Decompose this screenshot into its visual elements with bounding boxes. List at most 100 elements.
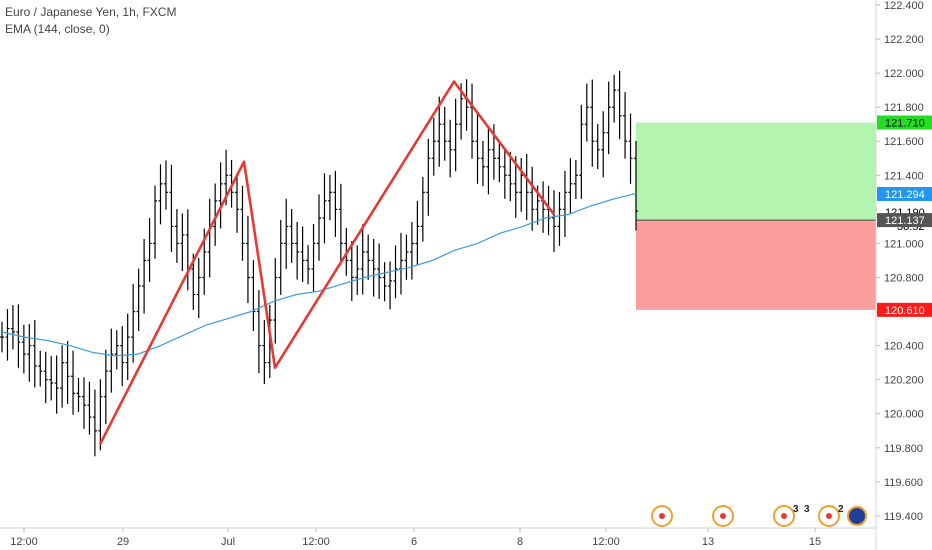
symbol-title: Euro / Japanese Yen, 1h, FXCM — [5, 5, 177, 19]
time-tick-label: 15 — [809, 536, 821, 548]
ohlc-bar — [524, 153, 529, 220]
ohlc-bar — [453, 98, 458, 172]
ohlc-bar — [240, 185, 245, 261]
ohlc-bar — [420, 177, 425, 242]
ohlc-bar — [415, 200, 420, 265]
entry-tag-text: 121.137 — [885, 215, 925, 227]
ohlc-bar — [180, 213, 185, 272]
ohlc-bar — [71, 350, 76, 415]
ohlc-bar — [606, 81, 611, 155]
ohlc-bar — [27, 324, 32, 382]
price-tick-label: 121.800 — [884, 102, 924, 114]
ohlc-bar — [595, 123, 600, 170]
ohlc-bar — [628, 113, 633, 184]
price-tick-label: 119.800 — [884, 443, 923, 455]
ohlc-bar — [125, 313, 130, 381]
stop-loss-tag-text: 120.610 — [885, 305, 925, 317]
ohlc-bar — [114, 330, 119, 370]
ohlc-bar — [120, 326, 125, 387]
stop-loss-tag: 120.610 — [877, 302, 932, 317]
ema-tag-text: 121.294 — [885, 189, 925, 201]
ohlc-bar — [349, 241, 354, 301]
ohlc-bar — [617, 70, 622, 140]
event-badge — [818, 505, 840, 527]
ohlc-bar — [398, 232, 403, 295]
time-tick-label: 12:00 — [302, 536, 330, 548]
time-axis[interactable]: 12:00 29 Jul 12:00 6 8 12:00 13 15 — [10, 528, 821, 548]
event-badge-dot — [720, 513, 726, 519]
ohlc-bar — [584, 83, 589, 142]
take-profit-tag-text: 121.710 — [885, 118, 925, 130]
ohlc-bar — [163, 160, 168, 210]
ohlc-bar — [333, 170, 338, 237]
entry-tag-bg — [877, 213, 932, 228]
ohlc-bar — [81, 377, 86, 429]
ohlc-bar — [322, 173, 327, 244]
ohlc-bar — [103, 349, 108, 425]
ohlc-bar — [426, 138, 431, 216]
ema-line — [1, 192, 637, 357]
ohlc-bar — [92, 389, 97, 457]
ohlc-bar — [311, 224, 316, 293]
ohlc-bar — [508, 151, 513, 202]
ohlc-bar — [174, 209, 179, 263]
ohlc-bar — [437, 96, 442, 167]
ohlc-bar — [355, 245, 360, 295]
price-tick-label: 120.200 — [884, 375, 924, 387]
ohlc-bar — [196, 258, 201, 319]
ohlc-bar — [480, 140, 485, 187]
ohlc-bar — [502, 147, 507, 199]
time-tick-label: Jul — [221, 536, 235, 548]
event-badge — [712, 505, 734, 527]
ohlc-bar — [475, 113, 480, 184]
profit-zone — [636, 122, 876, 221]
ohlc-bar — [256, 290, 261, 374]
ohlc-bar — [388, 261, 393, 310]
ohlc-bar — [5, 309, 10, 361]
ohlc-bar — [409, 221, 414, 280]
ohlc-bar — [464, 79, 469, 131]
ohlc-bar — [38, 350, 43, 387]
ohlc-bar — [76, 377, 81, 413]
ohlc-bar — [377, 243, 382, 299]
ohlc-bar — [32, 320, 37, 388]
ohlc-bar — [382, 262, 387, 302]
ohlc-bar — [49, 356, 54, 401]
ema-tag-bg — [877, 187, 932, 201]
ohlc-bar — [431, 117, 436, 176]
ohlc-bar — [568, 158, 573, 214]
eu-flag-icon — [847, 506, 867, 526]
ohlc-bar — [448, 119, 453, 178]
ohlc-bar — [109, 328, 114, 393]
price-tick-label: 121.000 — [884, 238, 924, 250]
ohlc-bar — [218, 162, 223, 229]
ohlc-bar — [54, 355, 59, 414]
ohlc-bar — [590, 79, 595, 167]
ohlc-bar — [404, 234, 409, 280]
ohlc-bar — [262, 320, 267, 385]
price-tick-label: 122.200 — [884, 34, 924, 46]
ohlc-bar — [371, 238, 376, 297]
ohlc-bar — [147, 217, 152, 282]
ohlc-bar — [153, 185, 158, 259]
ohlc-bar — [612, 74, 617, 123]
ohlc-bar — [497, 142, 502, 183]
price-tick-label: 121.400 — [884, 170, 924, 182]
ohlc-bar — [43, 351, 48, 404]
event-count: 3 — [804, 504, 810, 515]
ohlc-bar — [541, 181, 546, 233]
ohlc-bar — [158, 164, 163, 225]
ohlc-bar — [513, 156, 518, 218]
event-count: 2 — [838, 504, 844, 515]
event-badge-dot — [659, 513, 665, 519]
chart-legend: Euro / Japanese Yen, 1h, FXCM EMA (144, … — [5, 4, 176, 38]
ohlc-bar — [136, 268, 141, 331]
zigzag-polyline — [98, 80, 556, 445]
ohlc-bar — [87, 381, 92, 435]
price-axis[interactable]: 122.400 122.200 122.000 121.800 121.600 121.4… — [876, 0, 924, 523]
indicator-label: EMA (144, close, 0) — [5, 22, 110, 36]
ohlc-bar — [530, 166, 535, 231]
